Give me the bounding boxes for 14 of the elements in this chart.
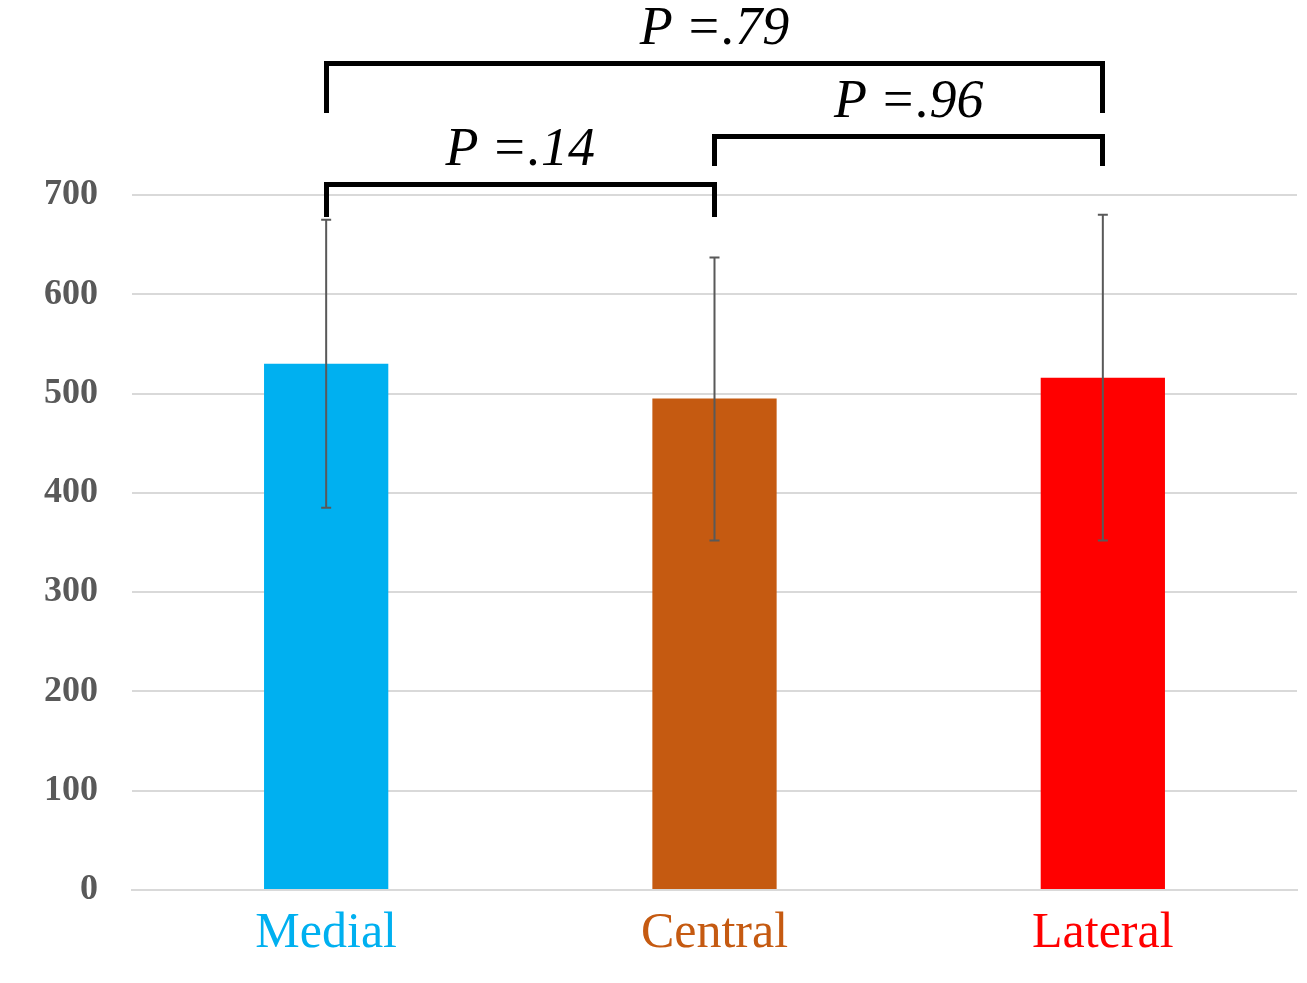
y-tick-label: 500 xyxy=(44,370,98,411)
y-tick-label: 400 xyxy=(44,470,98,511)
text: P =.79 xyxy=(639,0,790,56)
y-tick-label: 600 xyxy=(44,271,98,312)
x-tick-label: Central xyxy=(640,902,789,959)
y-tick-label: 200 xyxy=(44,668,98,709)
y-tick-label: 100 xyxy=(44,768,98,809)
y-tick-label: 700 xyxy=(44,172,98,213)
x-tick-label: Lateral xyxy=(1032,902,1174,959)
text: P =.14 xyxy=(445,117,596,177)
text: P =.96 xyxy=(833,69,984,129)
y-tick-label: 300 xyxy=(44,569,98,610)
x-tick-label: Medial xyxy=(255,902,397,959)
y-tick-label: 0 xyxy=(80,867,98,908)
